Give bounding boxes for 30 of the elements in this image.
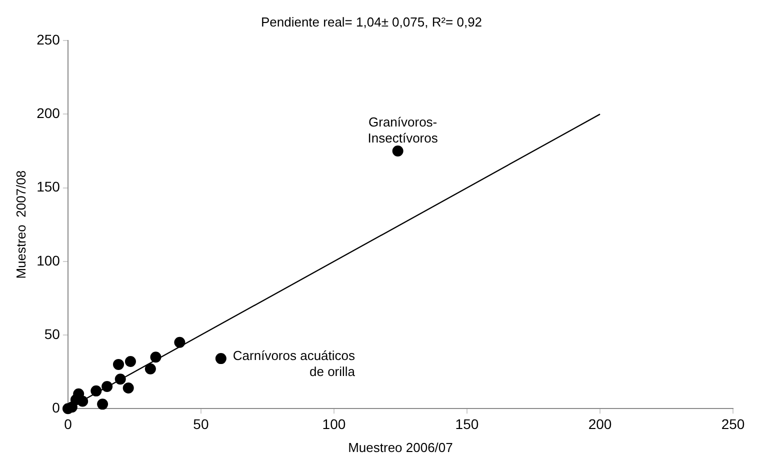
point: [124, 356, 136, 367]
y-tick-label: 150: [36, 178, 60, 195]
x-tick-label: 200: [588, 416, 612, 432]
y-tick-label: 0: [52, 399, 60, 416]
y-tick-label: 200: [36, 105, 60, 122]
point: [113, 358, 124, 370]
x-tick-label: 0: [64, 416, 72, 432]
y-axis-title: Muestreo 2007/08: [13, 170, 28, 279]
point: [122, 382, 134, 394]
annotation: Carnívoros acuáticos de orilla: [232, 348, 356, 380]
y-tick-label: 50: [44, 326, 60, 342]
chart-title: Pendiente real= 1,04± 0,075, R²= 0,92: [260, 14, 482, 30]
point: [392, 146, 404, 156]
point: [77, 396, 88, 407]
point: [215, 353, 226, 364]
x-tick-label: 50: [193, 416, 209, 432]
point: [114, 374, 126, 385]
point: [97, 398, 108, 410]
x-axis-title: Muestreo 2006/07: [348, 440, 453, 455]
y-tick-label: 250: [36, 31, 60, 48]
annotation: Granívoros- Insectívoros: [368, 114, 438, 146]
x-tick-label: 250: [721, 416, 745, 432]
x-tick-label: 100: [322, 416, 346, 432]
point: [174, 336, 186, 348]
x-tick-label: 150: [455, 416, 479, 432]
y-tick-label: 100: [36, 252, 60, 268]
point: [90, 385, 102, 396]
point: [144, 363, 156, 374]
point: [102, 381, 113, 392]
point: [150, 352, 162, 363]
